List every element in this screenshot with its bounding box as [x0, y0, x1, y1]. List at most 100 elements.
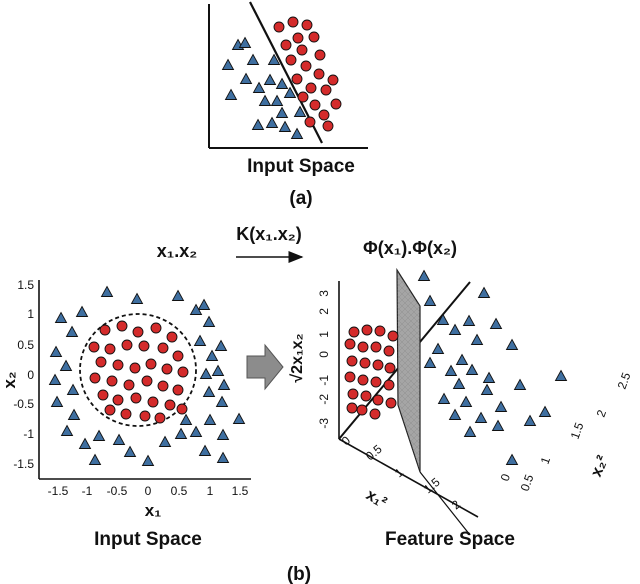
z-tick-label: 1: [317, 331, 331, 338]
triangle-point: [130, 292, 144, 304]
circle-point: [384, 362, 396, 374]
x-tick-label: 1: [207, 484, 214, 498]
triangle-point: [232, 412, 246, 424]
circle-point: [141, 375, 153, 387]
triangle-point: [252, 81, 266, 93]
triangle-point: [214, 339, 228, 351]
triangle-point: [283, 86, 297, 98]
feature-y-axis-label: x₂²: [588, 453, 612, 479]
hyperplane-grid: [397, 270, 420, 472]
circle-point: [346, 402, 358, 414]
circle-point: [361, 324, 373, 336]
circle-point: [97, 389, 109, 401]
triangle-point: [217, 378, 231, 390]
circle-point: [104, 404, 116, 416]
triangle-point: [189, 303, 203, 315]
triangle-point: [202, 315, 216, 327]
y-tick-label: -1.5: [13, 457, 34, 471]
triangle-point: [78, 437, 92, 449]
triangle-point: [48, 373, 62, 385]
circle-point: [99, 324, 111, 336]
circle-point: [360, 390, 372, 402]
feature-y-tick-label: 2: [594, 408, 610, 419]
y-tick-label: 1: [27, 307, 34, 321]
triangle-point: [141, 454, 155, 466]
circle-point: [121, 339, 133, 351]
triangle-point: [463, 425, 477, 437]
triangle-point: [92, 429, 106, 441]
left-plot-caption: Input Space: [94, 529, 202, 550]
feature-x-tick-label: 0.5: [363, 442, 385, 464]
circle-point: [327, 74, 339, 86]
circle-point: [385, 397, 397, 409]
circle-point: [318, 109, 330, 121]
feature-y-tick-label: 0: [498, 472, 514, 483]
triangle-point: [444, 364, 458, 376]
kernel-mapping: K(x₁.x₂): [236, 224, 304, 263]
panel-a-sublabel: (a): [289, 188, 312, 209]
circle-point: [89, 372, 101, 384]
circle-point: [309, 99, 321, 111]
triangle-point: [538, 405, 552, 417]
panel-a-points: [221, 16, 342, 139]
circle-point: [291, 73, 303, 85]
circle-point: [157, 342, 169, 354]
triangle-point: [198, 444, 212, 456]
z-tick-label: 3: [317, 290, 331, 297]
circle-point: [370, 341, 382, 353]
triangle-point: [174, 427, 188, 439]
left-plot-axes: [38, 280, 251, 480]
circle-point: [297, 91, 309, 103]
circle-point: [369, 408, 381, 420]
circle-point: [95, 356, 107, 368]
x-tick-label: -1: [82, 484, 93, 498]
circle-point: [280, 39, 292, 51]
feature-y-tick-label: 1: [538, 455, 554, 466]
triangle-point: [50, 395, 64, 407]
left-plot-points: [48, 285, 246, 466]
triangle-point: [65, 325, 79, 337]
feature-x-axis-label: x₁²: [363, 487, 390, 512]
circle-point: [116, 320, 128, 332]
circle-point: [304, 116, 316, 128]
circle-point: [177, 366, 189, 378]
triangle-point: [455, 353, 469, 365]
circle-point: [154, 412, 166, 424]
circle-point: [172, 384, 184, 396]
panel-a-axes: [208, 4, 368, 149]
left-x-axis-label: x₁: [145, 501, 162, 520]
triangle-point: [505, 453, 519, 465]
circle-point: [104, 343, 116, 355]
triangle-point: [216, 451, 230, 463]
transform-arrow-icon: [246, 343, 284, 391]
triangle-point: [293, 105, 307, 117]
circle-point: [314, 49, 326, 61]
triangle-point: [448, 408, 462, 420]
z-tick-label: -2: [317, 394, 331, 405]
triangle-point: [554, 369, 568, 381]
circle-point: [176, 403, 188, 415]
triangle-point: [66, 383, 80, 395]
triangle-point: [75, 305, 89, 317]
triangle-point: [88, 453, 102, 465]
triangle-point: [482, 371, 496, 383]
triangle-point: [459, 395, 473, 407]
circle-point: [383, 345, 395, 357]
y-tick-label: -1: [23, 427, 34, 441]
panel-a: Input Space (a): [208, 1, 368, 209]
triangle-point: [239, 72, 253, 84]
triangle-point: [246, 53, 260, 65]
triangle-point: [216, 428, 230, 440]
z-tick-label: 2: [317, 308, 331, 315]
circle-point: [112, 394, 124, 406]
z-tick-label: 0: [317, 351, 331, 358]
triangle-point: [523, 414, 537, 426]
triangle-point: [263, 73, 277, 85]
x-tick-label: -0.5: [107, 484, 128, 498]
triangle-point: [290, 127, 304, 139]
triangle-point: [251, 118, 265, 130]
circle-point: [357, 374, 369, 386]
triangle-point: [197, 298, 211, 310]
circle-point: [305, 82, 317, 94]
